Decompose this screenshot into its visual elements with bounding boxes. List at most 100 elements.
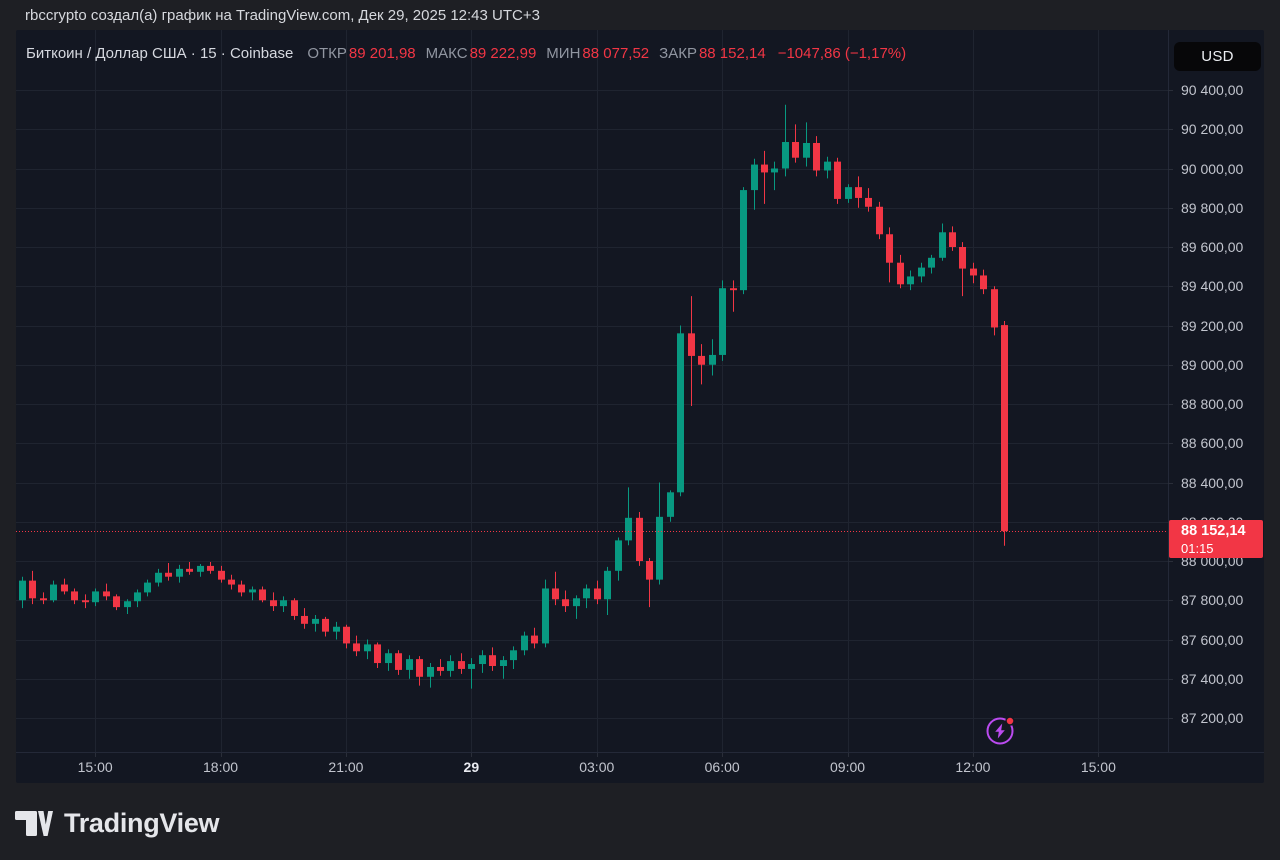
candle-body-up [385, 653, 392, 664]
price-tick-label: 89 600,00 [1181, 239, 1244, 255]
candle-body-up [500, 660, 507, 666]
candle-body-up [719, 288, 726, 355]
candle-body-down [688, 333, 695, 356]
price-tick-mark [1168, 247, 1173, 248]
candle-body-down [886, 234, 893, 263]
time-tick-label: 12:00 [955, 759, 991, 775]
notification-dot [1005, 716, 1015, 726]
candle-body-up [656, 516, 663, 580]
chart-plot-area[interactable] [16, 30, 1168, 752]
candle-body-down [374, 644, 381, 664]
attribution-text: rbccrypto создал(а) график на TradingVie… [25, 7, 540, 24]
time-tick-label: 29 [463, 759, 480, 775]
candle-body-down [698, 355, 705, 365]
candle-countdown: 01:15 [1181, 541, 1214, 557]
symbol-title: Биткоин / Доллар США · 15 · Coinbase [26, 45, 294, 62]
candle-body-down [980, 275, 987, 290]
candle-body-up [939, 232, 946, 258]
price-tick-label: 89 400,00 [1181, 278, 1244, 295]
candle-body-up [197, 565, 204, 572]
candle-body-down [218, 570, 225, 580]
time-tick-mark [722, 753, 723, 757]
ohlc-field-close: ЗАКР 88 152,14 [659, 45, 766, 62]
price-tick-mark [1168, 90, 1173, 91]
price-tick-label: 89 000,00 [1181, 356, 1244, 373]
price-tick-label: 87 400,00 [1181, 670, 1244, 687]
candle-body-down [813, 142, 820, 171]
candle-body-up [333, 626, 340, 632]
candle-body-up [312, 618, 319, 624]
candle-body-down [416, 659, 423, 677]
time-tick-mark [1098, 753, 1099, 757]
time-tick-label: 09:00 [830, 759, 866, 775]
candle-body-up [583, 588, 590, 599]
price-tick-label: 87 800,00 [1181, 592, 1244, 609]
ohlc-field-high: МАКС 89 222,99 [425, 45, 537, 62]
time-tick-label: 18:00 [203, 759, 239, 775]
tradingview-logo-text: TradingView [64, 808, 220, 838]
candle-body-up [92, 591, 99, 603]
candle-body-down [40, 598, 47, 601]
price-axis[interactable]: 90 400,00 90 200,00 90 000,00 89 800,00 89 6… [1168, 30, 1264, 752]
candle-body-down [970, 268, 977, 276]
candle-body-up [144, 582, 151, 593]
time-tick-mark [95, 753, 96, 757]
candle-body-up [677, 333, 684, 493]
candle-body-down [291, 600, 298, 616]
candle-body-down [343, 626, 350, 644]
candle-body-down [395, 653, 402, 670]
candle-body-down [636, 517, 643, 561]
candle-body-up [709, 354, 716, 365]
candle-body-down [865, 197, 872, 207]
candle-body-down [207, 565, 214, 571]
candle-body-up [19, 580, 26, 601]
time-tick-mark [346, 753, 347, 757]
candle-body-up [771, 168, 778, 173]
candle-body-up [406, 659, 413, 670]
price-tick-mark [1168, 640, 1173, 641]
price-axis-separator [1168, 30, 1169, 752]
price-tick-mark [1168, 443, 1173, 444]
change-value: −1047,86 (−1,17%) [777, 45, 907, 62]
price-tick-label: 87 200,00 [1181, 710, 1244, 726]
time-axis[interactable]: 15:00 18:00 21:00 29 03:00 06:00 09:00 12:00 15:… [16, 753, 1264, 783]
candle-body-up [479, 655, 486, 665]
candle-body-up [364, 644, 371, 652]
price-tick-label: 88 600,00 [1181, 435, 1244, 452]
candle-body-down [270, 600, 277, 607]
candle-body-up [751, 164, 758, 191]
tradingview-logo-icon [15, 810, 53, 836]
candle-body-down [165, 572, 172, 577]
candle-body-up [50, 584, 57, 601]
time-tick-mark [973, 753, 974, 757]
price-tick-mark [1168, 286, 1173, 287]
candle-body-up [824, 161, 831, 171]
price-tick-mark [1168, 404, 1173, 405]
price-tick-mark [1168, 679, 1173, 680]
candle-body-up [803, 142, 810, 158]
candle-body-up [176, 568, 183, 577]
candle-body-down [301, 615, 308, 624]
candle-body-down [959, 247, 966, 269]
candle-body-down [353, 643, 360, 652]
candle-body-down [761, 164, 768, 173]
ohlc-field-low: МИН 88 077,52 [546, 45, 650, 62]
lightning-icon[interactable] [986, 716, 1015, 745]
currency-button[interactable]: USD [1174, 42, 1261, 71]
candle-body-up [134, 592, 141, 602]
chart-legend: Биткоин / Доллар США · 15 · Coinbase ОТКР… [26, 43, 906, 65]
ohlc-field-open: ОТКР 89 201,98 [307, 45, 416, 62]
candle-body-down [730, 288, 737, 291]
time-tick-label: 15:00 [1080, 759, 1116, 775]
candle-body-down [238, 584, 245, 593]
price-tick-label: 90 000,00 [1181, 160, 1244, 177]
time-axis-separator [16, 752, 1264, 753]
price-tick-label: 90 200,00 [1181, 121, 1244, 138]
price-tick-label: 89 800,00 [1181, 199, 1244, 216]
candle-body-up [280, 600, 287, 607]
candle-body-down [71, 591, 78, 601]
candle-body-up [427, 666, 434, 677]
candle-body-up [468, 664, 475, 669]
price-tick-mark [1168, 365, 1173, 366]
candle-body-up [124, 601, 131, 608]
